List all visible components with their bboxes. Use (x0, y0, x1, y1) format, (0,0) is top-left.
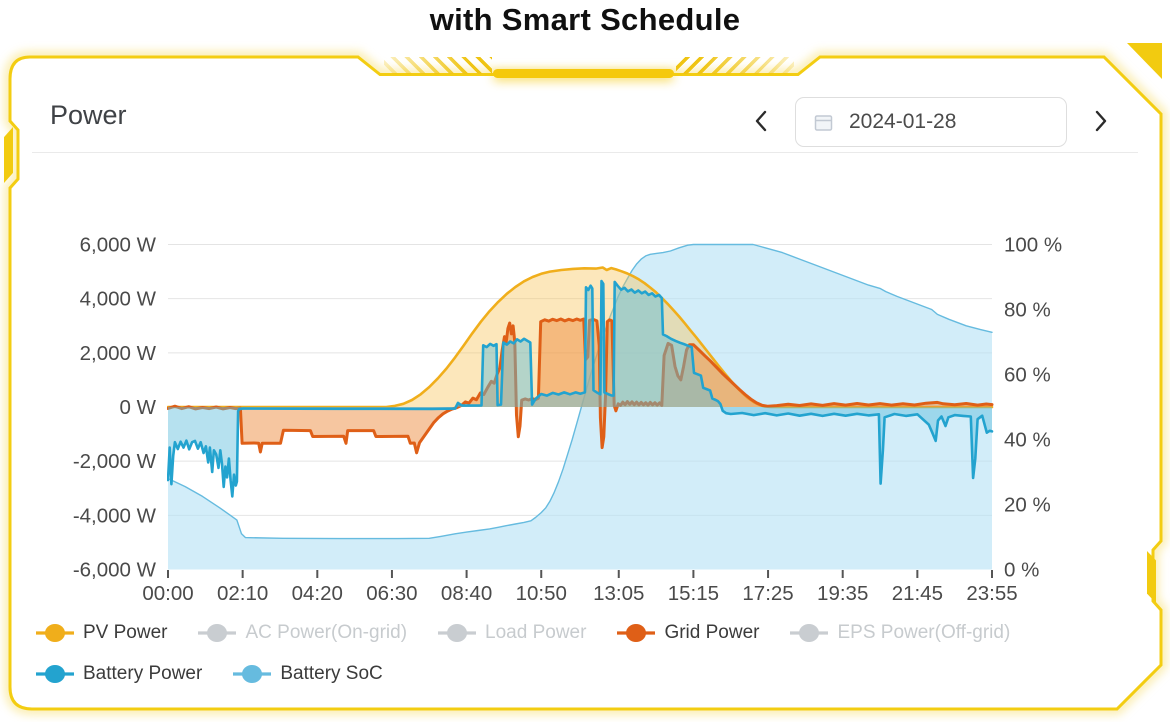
svg-text:100 %: 100 % (1004, 234, 1062, 257)
legend-label: Grid Power (664, 622, 760, 643)
svg-text:06:30: 06:30 (366, 582, 417, 605)
legend-marker-load-power (438, 624, 477, 642)
frame-notch-bar (493, 69, 674, 78)
svg-text:15:15: 15:15 (668, 582, 719, 605)
frame-bracket-right (1147, 551, 1156, 603)
svg-text:2,000 W: 2,000 W (80, 342, 157, 365)
svg-text:13:05: 13:05 (593, 582, 644, 605)
next-day-button[interactable] (1088, 106, 1114, 136)
chevron-right-icon (1095, 110, 1107, 132)
legend-label: Battery Power (83, 663, 203, 684)
legend-item-battery-soc[interactable]: Battery SoC (233, 663, 383, 685)
chart-legend-row-2: Battery Power Battery SoC (36, 663, 383, 685)
svg-text:-4,000 W: -4,000 W (73, 504, 157, 527)
svg-text:04:20: 04:20 (292, 582, 343, 605)
svg-text:4,000 W: 4,000 W (80, 288, 157, 311)
legend-marker-battery-soc (233, 665, 272, 683)
legend-item-load-power[interactable]: Load Power (438, 622, 586, 644)
svg-text:-6,000 W: -6,000 W (73, 559, 157, 582)
header-divider (32, 152, 1138, 153)
svg-text:08:40: 08:40 (441, 582, 492, 605)
svg-text:60 %: 60 % (1004, 364, 1051, 387)
card-title: Power (50, 100, 127, 130)
svg-text:10:50: 10:50 (516, 582, 567, 605)
legend-label: Battery SoC (280, 663, 383, 684)
legend-item-pv-power[interactable]: PV Power (36, 622, 167, 644)
svg-text:40 %: 40 % (1004, 429, 1051, 452)
calendar-icon (814, 114, 833, 131)
chevron-left-icon (755, 110, 767, 132)
legend-marker-grid-power (617, 624, 656, 642)
legend-marker-pv-power (36, 624, 74, 642)
legend-item-ac-power-on-grid[interactable]: AC Power(On-grid) (198, 622, 407, 644)
svg-text:00:00: 00:00 (142, 582, 193, 605)
svg-text:19:35: 19:35 (817, 582, 868, 605)
svg-text:0 W: 0 W (120, 396, 157, 419)
svg-text:-2,000 W: -2,000 W (73, 450, 157, 473)
legend-marker-battery-power (36, 665, 74, 683)
legend-label: Load Power (485, 622, 587, 643)
legend-label: EPS Power(Off-grid) (837, 622, 1011, 643)
legend-label: PV Power (83, 622, 168, 643)
svg-text:80 %: 80 % (1004, 299, 1051, 322)
date-value: 2024-01-28 (849, 110, 957, 133)
svg-text:17:25: 17:25 (742, 582, 793, 605)
legend-item-eps-power-off-grid[interactable]: EPS Power(Off-grid) (790, 622, 1010, 644)
legend-item-battery-power[interactable]: Battery Power (36, 663, 202, 685)
svg-text:0 %: 0 % (1004, 559, 1039, 582)
chart-legend-row-1: PV Power AC Power(On-grid) Load Power Grid … (36, 622, 1010, 644)
date-picker-input[interactable]: 2024-01-28 (795, 97, 1067, 147)
frame-bracket-left (4, 127, 13, 183)
svg-text:02:10: 02:10 (217, 582, 268, 605)
svg-text:6,000 W: 6,000 W (80, 234, 157, 257)
page-title: with Smart Schedule (429, 2, 741, 37)
legend-item-grid-power[interactable]: Grid Power (617, 622, 759, 644)
prev-day-button[interactable] (748, 106, 774, 136)
legend-marker-eps-power-off-grid (790, 624, 829, 642)
svg-text:20 %: 20 % (1004, 494, 1051, 517)
svg-text:23:55: 23:55 (966, 582, 1017, 605)
legend-marker-ac-power-on-grid (198, 624, 237, 642)
svg-text:21:45: 21:45 (892, 582, 943, 605)
legend-label: AC Power(On-grid) (245, 622, 408, 643)
